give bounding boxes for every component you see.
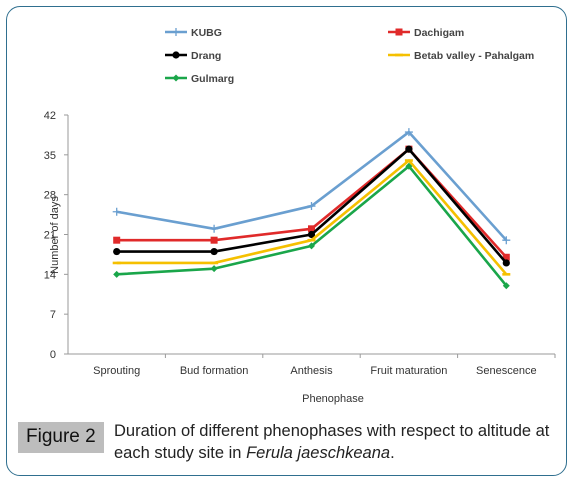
- caption-text-main: Duration of different phenophases with r…: [114, 422, 550, 462]
- legend-entry: Dachigam: [388, 27, 464, 39]
- data-point: [113, 236, 121, 244]
- series-line: [116, 159, 508, 276]
- legend-swatch-marker: [172, 51, 180, 59]
- data-point: [210, 224, 219, 233]
- series-layer: [112, 128, 511, 290]
- caption-text: Duration of different phenophases with r…: [114, 420, 559, 464]
- data-point: [405, 145, 413, 153]
- x-tick-label: Anthesis: [290, 365, 333, 377]
- y-tick-label: 14: [44, 269, 56, 281]
- chart-legend: KUBG Dachigam Drang Betab valley - Pahalgam…: [165, 27, 534, 85]
- data-point: [405, 162, 413, 170]
- legend-swatch-marker: [172, 74, 180, 82]
- data-point: [502, 236, 511, 245]
- x-tick-label: Senescence: [476, 365, 537, 377]
- legend-label: Drang: [191, 50, 221, 62]
- data-point: [112, 207, 121, 216]
- figure-caption: Figure 2 Duration of different phenophas…: [18, 418, 558, 468]
- x-tick-label: Sprouting: [93, 365, 140, 377]
- y-axis-label: Number of days: [49, 196, 61, 274]
- x-axis-ticks: Sprouting Bud formation Anthesis Fruit matu…: [93, 354, 556, 377]
- data-point: [308, 242, 315, 250]
- series-gulmarg: [113, 162, 510, 290]
- legend-swatch-marker: [395, 28, 403, 36]
- x-tick-label: Bud formation: [180, 365, 248, 377]
- legend-label: Gulmarg: [191, 73, 234, 85]
- y-tick-label: 21: [44, 230, 56, 242]
- data-point: [404, 128, 413, 137]
- data-point: [502, 282, 510, 290]
- series-drang: [113, 145, 510, 267]
- data-point: [307, 202, 316, 211]
- data-point: [308, 225, 315, 233]
- x-tick-label: Fruit maturation: [370, 365, 447, 377]
- y-tick-label: 42: [44, 110, 56, 122]
- legend-swatch-marker: [172, 28, 180, 36]
- data-point: [113, 270, 121, 278]
- caption-species: Ferula jaeschkeana: [246, 444, 391, 462]
- legend-entry: Gulmarg: [165, 73, 234, 85]
- figure-label: Figure 2: [18, 422, 104, 453]
- data-point: [307, 230, 316, 239]
- y-axis-ticks: 0 7 14 21 28 35 42: [44, 110, 68, 361]
- series-betab-valley-pahalgam: [112, 159, 511, 276]
- x-axis-label: Phenophase: [302, 393, 364, 405]
- legend-entry: Betab valley - Pahalgam: [388, 50, 534, 62]
- data-point: [502, 259, 510, 267]
- data-point: [210, 247, 218, 256]
- data-point: [113, 247, 121, 256]
- data-point: [210, 236, 218, 244]
- series-kubg: [112, 128, 511, 245]
- y-tick-label: 28: [44, 190, 56, 202]
- legend-label: KUBG: [191, 27, 222, 39]
- y-tick-label: 0: [50, 349, 56, 361]
- legend-entry: Drang: [165, 50, 221, 62]
- legend-label: Dachigam: [414, 27, 464, 39]
- line-chart: 0 7 14 21 28 35 42 Sprouting Bud formation Anthe…: [44, 27, 556, 405]
- data-point: [502, 253, 510, 261]
- y-tick-label: 35: [44, 150, 56, 162]
- legend-label: Betab valley - Pahalgam: [414, 50, 534, 62]
- caption-text-end: .: [390, 444, 395, 462]
- legend-entry: KUBG: [165, 27, 222, 39]
- data-point: [210, 265, 218, 273]
- series-line: [116, 130, 508, 242]
- y-tick-label: 7: [50, 309, 56, 321]
- figure-card: [6, 6, 567, 476]
